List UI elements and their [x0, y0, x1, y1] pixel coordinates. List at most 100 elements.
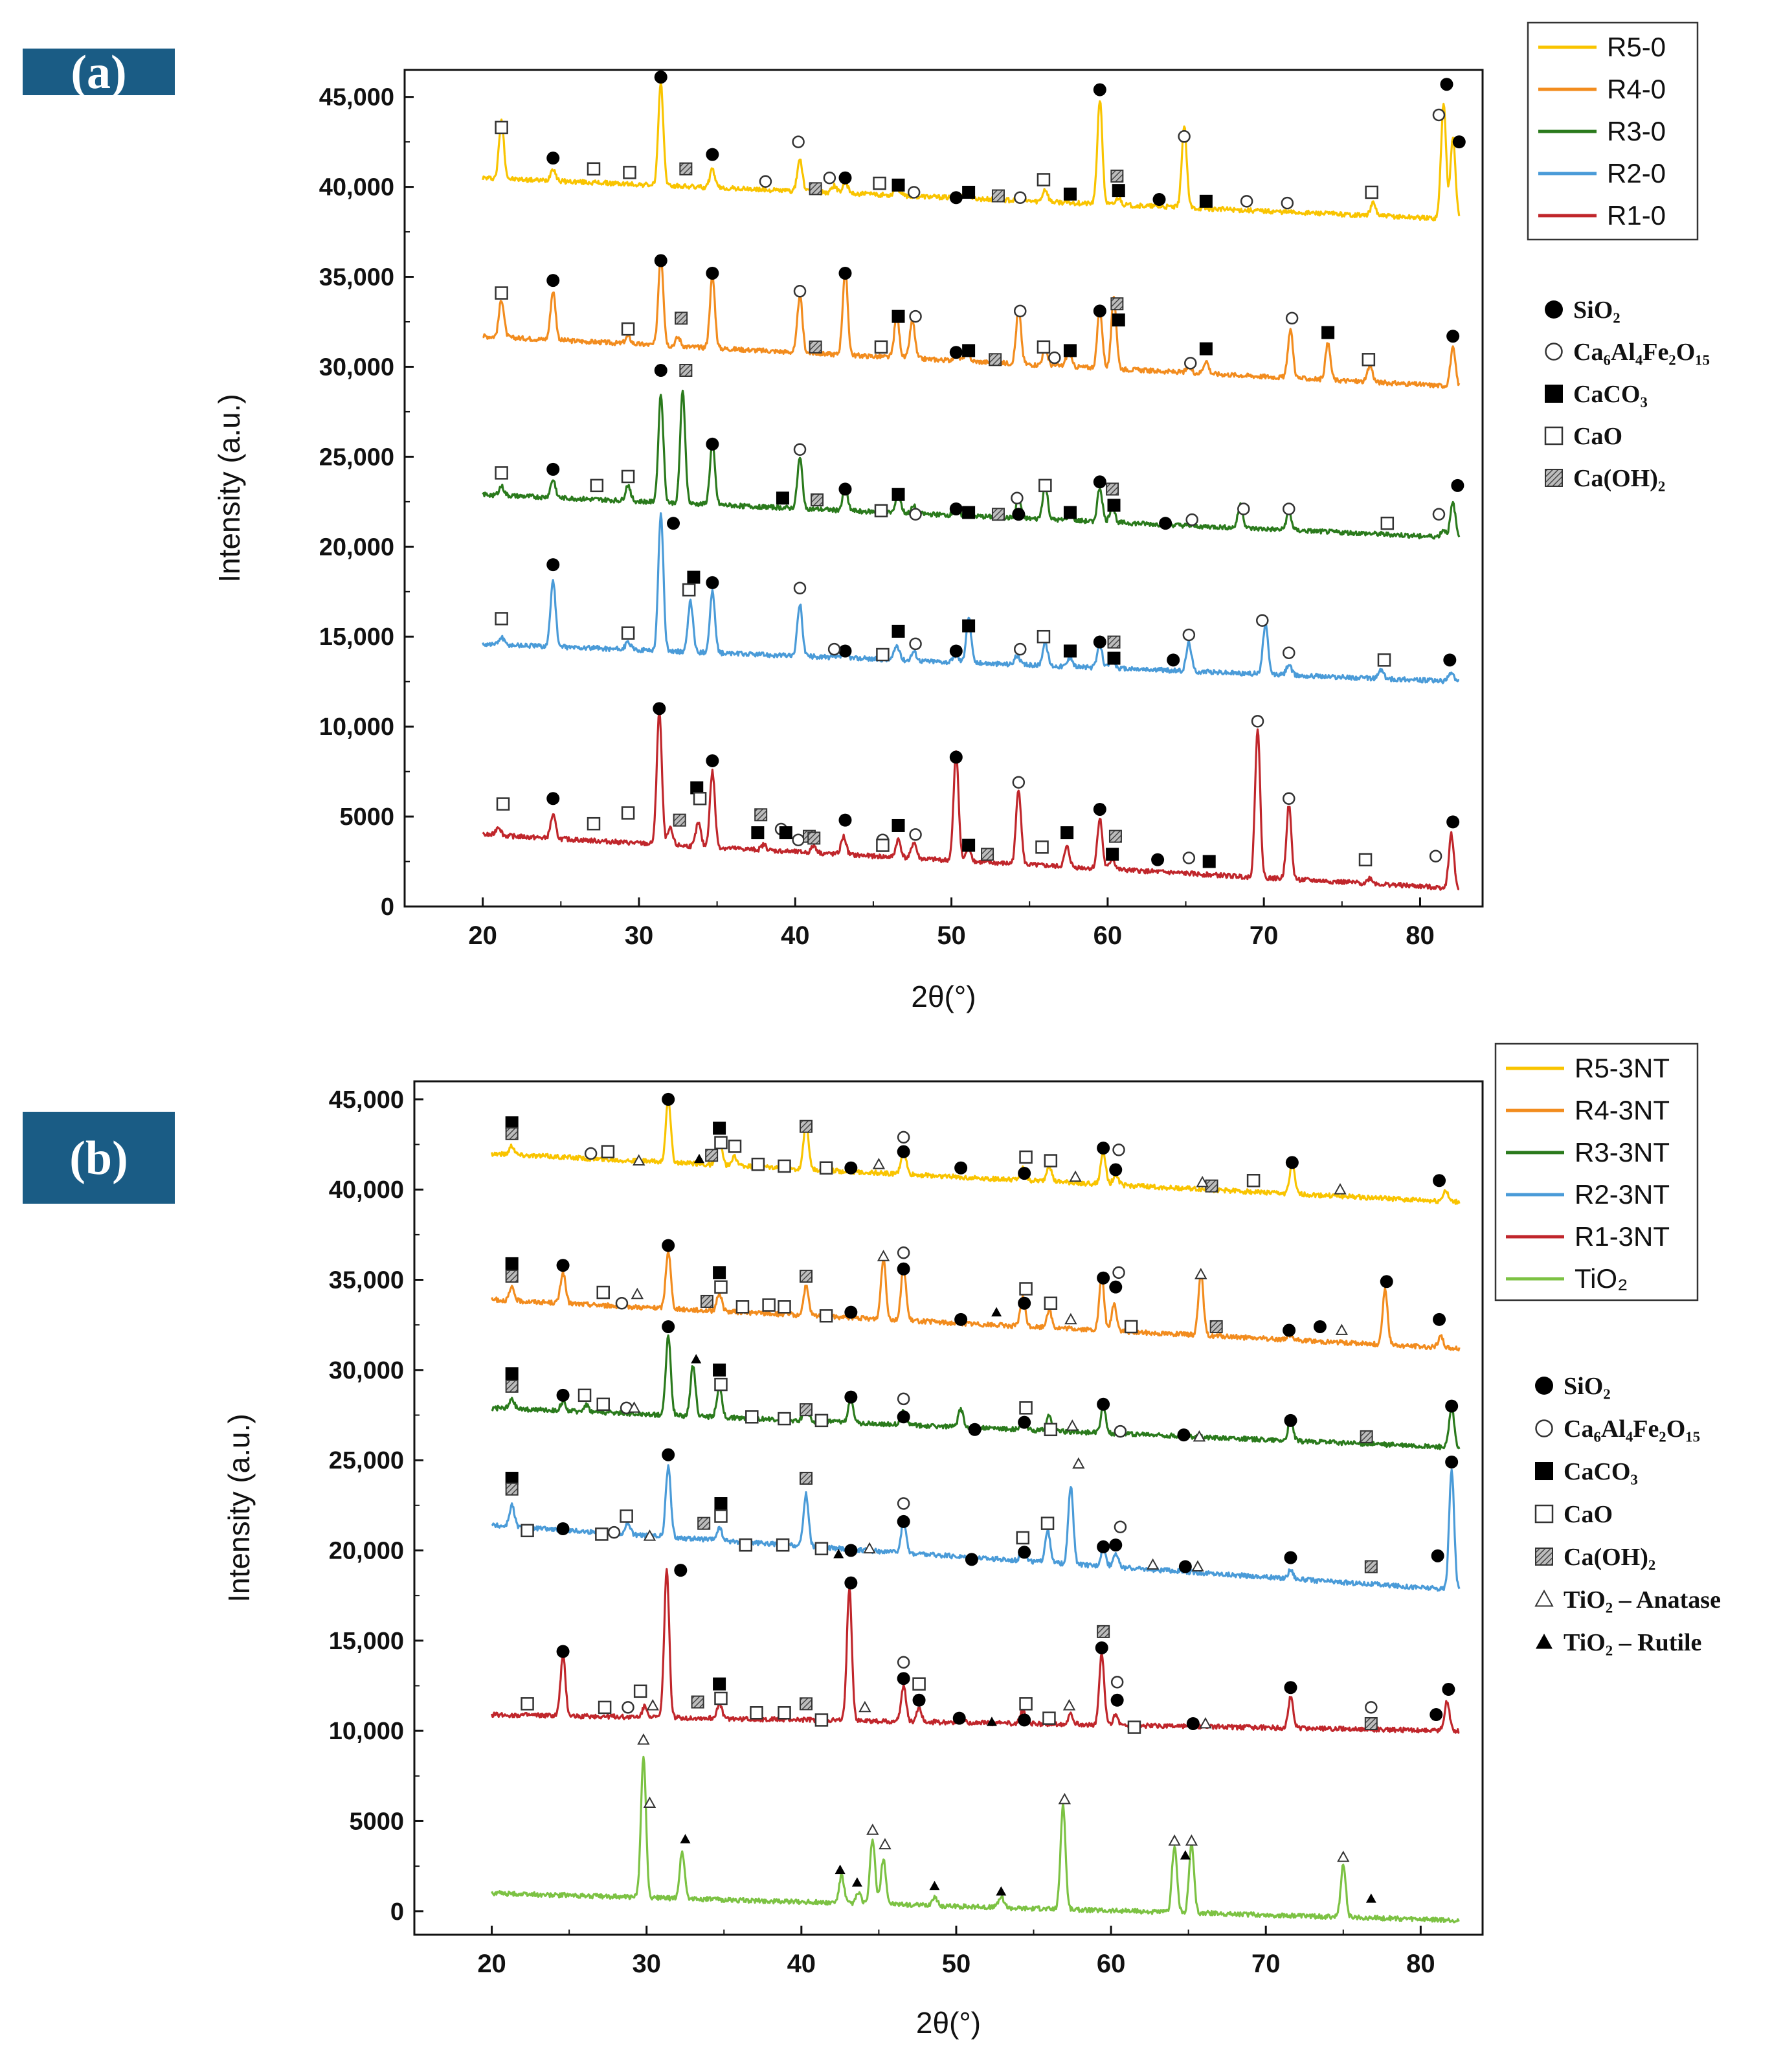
- phase-marker-ca-oh-2: [800, 1697, 813, 1711]
- phase-marker-ca-oh-2: [809, 340, 822, 354]
- phase-marker-ca6al4fe2o15: [1281, 196, 1294, 210]
- phase-marker-ca6al4fe2o15: [607, 1526, 621, 1539]
- phase-marker-caco3: [892, 818, 905, 832]
- phase-marker-caco3: [505, 1472, 519, 1485]
- phase-marker-tio2-anatase: [1168, 1834, 1181, 1846]
- phase-marker-sio2: [1167, 653, 1180, 667]
- phase-marker-cao: [778, 1159, 791, 1173]
- phase-marker-cao: [1358, 853, 1373, 867]
- phase-marker-caco3: [1321, 326, 1335, 339]
- legend-item: R5-0: [1538, 32, 1666, 62]
- phase-marker-cao: [776, 1538, 790, 1552]
- phase-marker-ca6al4fe2o15: [1283, 646, 1295, 659]
- phase-marker-ca-oh-2: [809, 182, 822, 196]
- phase-marker-sio2: [1109, 1280, 1123, 1294]
- phase-marker-cao: [1019, 1401, 1033, 1415]
- axes: 20 30 40 50 60 70 80 0 5000 10,000 15,000 20,000 25,…: [222, 1080, 1484, 2040]
- phase-marker-caco3: [505, 1116, 519, 1130]
- phase-marker-sio2: [844, 1544, 858, 1557]
- phase-key-item: Ca(OH)₂: [1573, 465, 1665, 492]
- phase-marker-ca6al4fe2o15: [827, 642, 841, 656]
- phase-marker-cao: [814, 1542, 829, 1555]
- phase-marker-ca6al4fe2o15: [1432, 108, 1446, 122]
- phase-marker-tio2-anatase: [1337, 1851, 1350, 1862]
- phase-marker-caco3: [962, 344, 976, 357]
- legend-label: R3-0: [1607, 116, 1666, 146]
- phase-marker-caco3: [1107, 651, 1121, 665]
- phase-key-item: CaO: [1573, 423, 1622, 450]
- phase-marker-ca6al4fe2o15: [793, 581, 807, 594]
- phase-key-symbol-open-triangle: [1534, 1589, 1554, 1607]
- y-tick-label: 15,000: [329, 1628, 404, 1655]
- phase-key-symbol-open-circle: [1535, 1419, 1553, 1437]
- phase-marker-tio2-anatase: [643, 1796, 656, 1808]
- y-axis-title: Intensity (a.u.): [212, 394, 246, 582]
- phase-marker-sio2: [706, 754, 719, 767]
- phase-marker-sio2: [1097, 1271, 1110, 1285]
- phase-marker-sio2: [1433, 1174, 1446, 1188]
- phase-marker-cao: [714, 1691, 728, 1706]
- phase-marker-tio2-anatase: [1062, 1699, 1076, 1711]
- phase-marker-sio2: [546, 274, 560, 287]
- phase-marker-sio2: [1445, 1399, 1459, 1413]
- phase-marker-caco3: [892, 488, 905, 501]
- phase-marker-tio2-rutile: [691, 1354, 702, 1364]
- phase-marker-ca6al4fe2o15: [1013, 642, 1027, 656]
- phase-marker-ca6al4fe2o15: [1178, 130, 1191, 143]
- y-tick-label: 35,000: [319, 264, 394, 291]
- phase-marker-sio2: [965, 1553, 978, 1566]
- phase-marker-cao: [1019, 1282, 1033, 1296]
- phase-marker-cao: [682, 583, 696, 597]
- legend-label: R2-3NT: [1575, 1179, 1670, 1210]
- series-legend: R5-3NT R4-3NT R3-3NT R2-3NT R1-3NT TiO₂: [1494, 1042, 1699, 1301]
- x-tick-label: 50: [937, 921, 966, 950]
- phase-marker-cao: [714, 1136, 728, 1149]
- phase-marker-ca6al4fe2o15: [1182, 851, 1196, 864]
- phase-marker-cao: [595, 1527, 609, 1541]
- phase-marker-ca6al4fe2o15: [1182, 628, 1196, 642]
- phase-marker-caco3: [1199, 194, 1213, 208]
- phase-marker-sio2: [1283, 1323, 1296, 1337]
- phase-marker-cao: [623, 166, 636, 179]
- phase-marker-tio2-anatase: [866, 1823, 879, 1835]
- phase-marker-cao: [596, 1397, 610, 1412]
- phase-marker-ca6al4fe2o15: [909, 828, 922, 841]
- x-axis-title: 2θ(°): [916, 2006, 981, 2040]
- phase-marker-sio2: [1178, 1560, 1192, 1573]
- phase-marker-sio2: [556, 1522, 570, 1536]
- phase-marker-sio2: [1284, 1413, 1297, 1427]
- y-tick-label: 45,000: [329, 1087, 404, 1114]
- phase-marker-sio2: [1093, 83, 1106, 96]
- phase-marker-ca-oh-2: [800, 1120, 813, 1133]
- panel-a: (a) 20 30 40 50 60 70 80 0 5000 10,000 15,000 20,000…: [23, 21, 1710, 1013]
- phase-marker-ca6al4fe2o15: [1283, 502, 1295, 515]
- phase-marker-caco3: [713, 1363, 726, 1377]
- phase-key-item: Ca₆Al₄Fe₂O₁₅: [1573, 339, 1710, 366]
- phase-marker-tio2-rutile: [996, 1886, 1007, 1896]
- phase-marker-sio2: [844, 1161, 858, 1175]
- phase-marker-sio2: [912, 1693, 926, 1707]
- phase-key-label: CaCO₃: [1564, 1458, 1638, 1485]
- legend-label: R3-3NT: [1575, 1137, 1670, 1167]
- phase-marker-caco3: [962, 506, 976, 519]
- series-line-r5-0: [482, 81, 1461, 221]
- phase-marker-sio2: [556, 1259, 570, 1272]
- x-tick-label: 70: [1250, 921, 1279, 950]
- phase-marker-cao: [578, 1388, 592, 1402]
- x-tick-label: 60: [1097, 1950, 1126, 1978]
- phase-marker-ca-oh-2: [505, 1127, 519, 1140]
- phase-marker-tio2-anatase: [1064, 1312, 1077, 1325]
- phase-marker-tio2-rutile: [1365, 1893, 1376, 1903]
- phase-marker-tio2-anatase: [858, 1700, 871, 1713]
- phase-marker-cao: [596, 1285, 610, 1300]
- phase-marker-ca-oh-2: [679, 162, 693, 175]
- phase-marker-sio2: [1284, 1551, 1297, 1564]
- phase-marker-ca-oh-2: [989, 353, 1002, 366]
- x-tick-label: 80: [1406, 921, 1435, 950]
- phase-marker-caco3: [779, 826, 792, 840]
- phase-marker-caco3: [1202, 855, 1216, 868]
- phase-key-label: Ca₆Al₄Fe₂O₁₅: [1573, 339, 1710, 366]
- phase-marker-cao: [876, 839, 890, 852]
- phase-marker-ca6al4fe2o15: [1011, 491, 1024, 505]
- phase-marker-tio2-anatase: [872, 1158, 886, 1169]
